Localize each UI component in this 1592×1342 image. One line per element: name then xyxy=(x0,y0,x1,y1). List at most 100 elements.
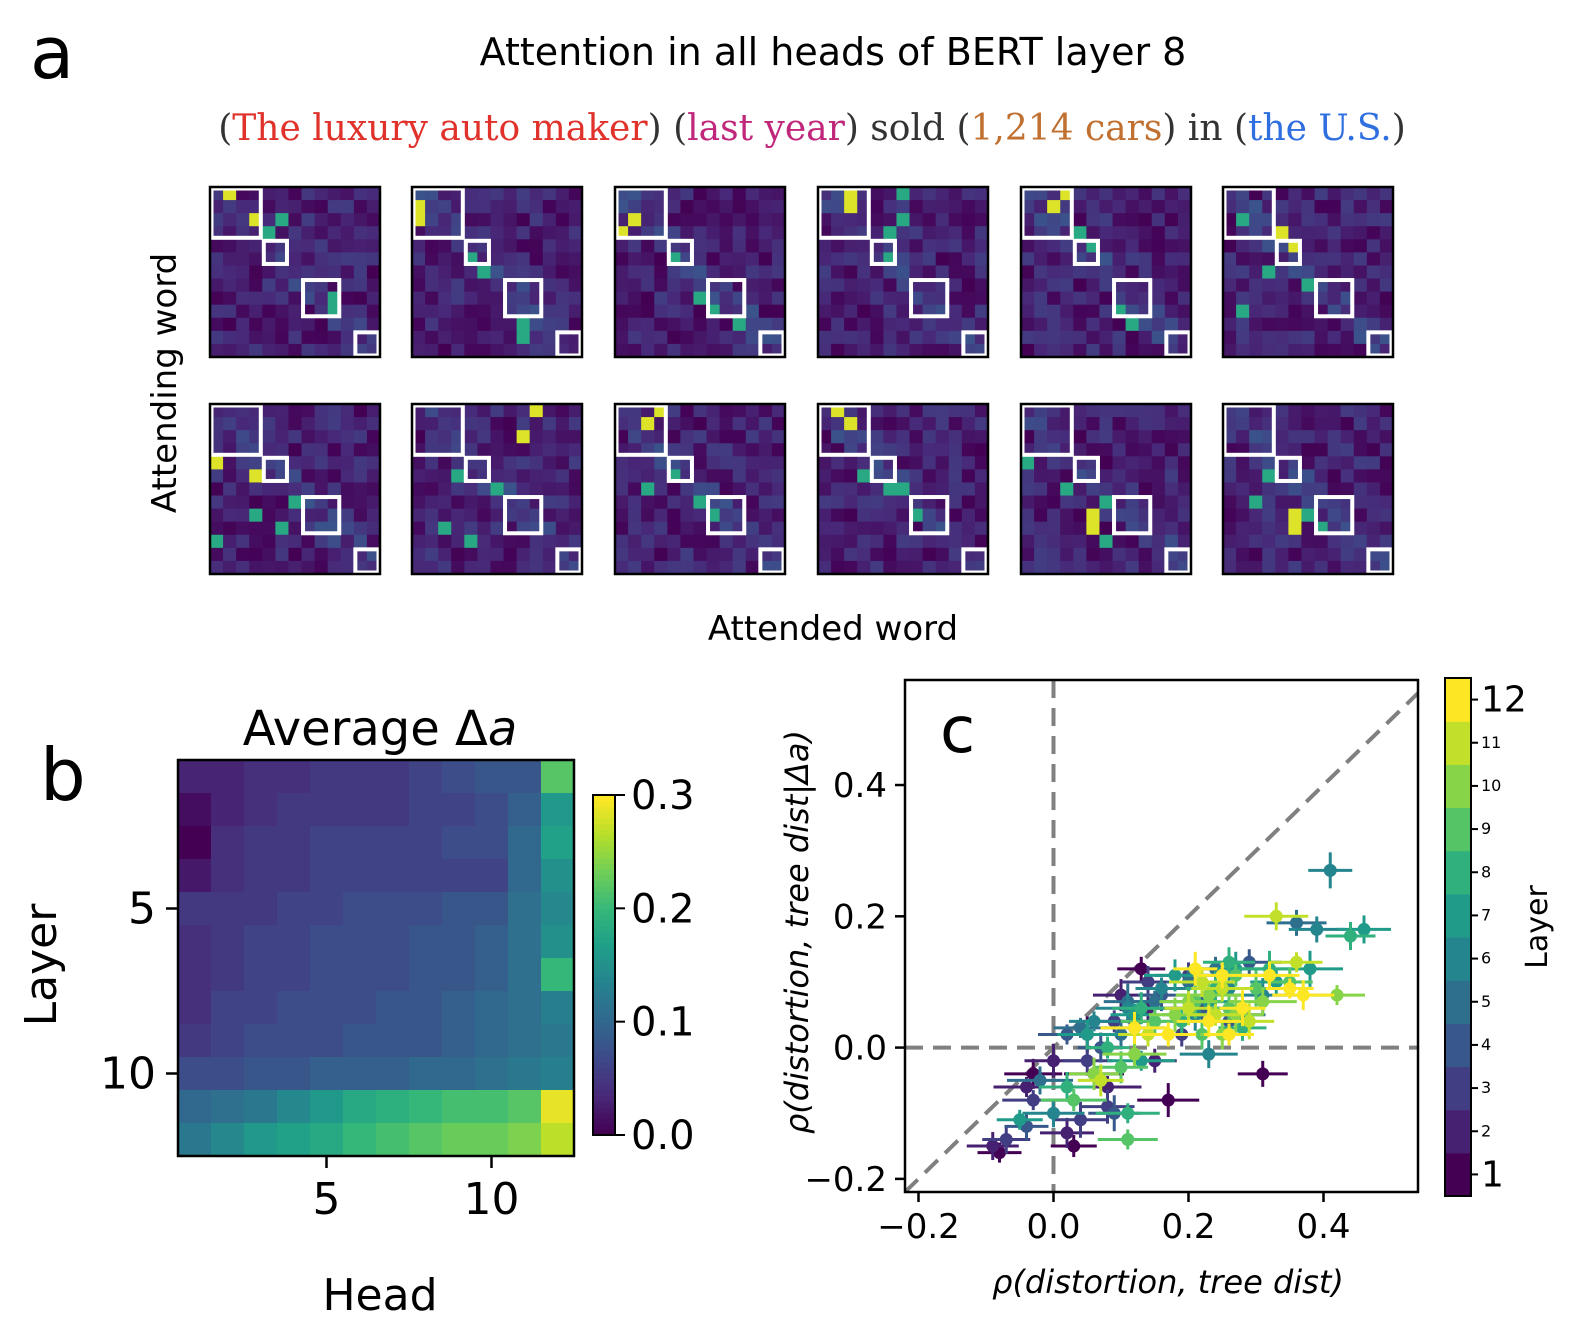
attention-cell xyxy=(490,265,505,280)
heatmap-cell xyxy=(376,760,410,794)
attention-cell xyxy=(1151,278,1166,293)
layer-colorbar-segment xyxy=(1445,1152,1471,1197)
attention-cell xyxy=(555,200,570,214)
attention-cell xyxy=(1177,508,1192,523)
attention-cell xyxy=(516,265,531,280)
attention-cell xyxy=(883,330,898,345)
attention-cell xyxy=(1047,252,1061,267)
attention-cell xyxy=(641,304,655,319)
attention-cell xyxy=(301,187,316,201)
colorbar-segment xyxy=(593,1072,615,1080)
attention-cell xyxy=(503,404,518,418)
attention-cell xyxy=(1073,417,1087,431)
attention-cell xyxy=(1177,226,1192,240)
attention-cell xyxy=(477,534,492,549)
attention-cell xyxy=(1112,482,1127,497)
attention-cell xyxy=(1288,560,1303,575)
attention-cell xyxy=(961,417,976,431)
attention-cell xyxy=(1301,443,1316,457)
attention-cell xyxy=(745,508,760,523)
attention-cell xyxy=(555,226,570,240)
attention-cell xyxy=(353,213,368,227)
attention-cell xyxy=(223,534,237,549)
attention-cell xyxy=(301,404,316,418)
attention-cell xyxy=(831,200,845,214)
attention-cell xyxy=(680,213,695,227)
attention-cell xyxy=(210,317,224,332)
attention-cell xyxy=(477,291,492,306)
attention-cell xyxy=(615,317,629,332)
phrase-box xyxy=(1020,186,1074,240)
colorbar-segment xyxy=(593,1089,615,1097)
attention-cell xyxy=(327,343,342,358)
attention-cell xyxy=(831,213,845,227)
attention-cell xyxy=(1327,187,1342,201)
attention-cell xyxy=(1249,317,1263,332)
attention-cell xyxy=(223,521,237,536)
attention-cell xyxy=(1353,187,1368,201)
scatter-point xyxy=(1002,1090,1065,1111)
attention-cell xyxy=(1021,265,1035,280)
colorbar-tick-label: 0.3 xyxy=(631,773,695,819)
attention-cell xyxy=(857,317,871,332)
attention-cell xyxy=(1340,547,1355,562)
heatmap-cell xyxy=(475,1123,509,1157)
attention-cell xyxy=(314,443,329,457)
attention-cell xyxy=(641,430,655,444)
attention-cell xyxy=(1086,265,1101,280)
attention-cell xyxy=(464,304,478,319)
colorbar-segment xyxy=(593,806,615,813)
attention-cell xyxy=(1112,252,1127,267)
attention-cell xyxy=(1034,265,1048,280)
attention-cell xyxy=(301,330,316,345)
heatmap-cell xyxy=(178,958,212,992)
attention-cell xyxy=(1327,508,1342,523)
attention-cell xyxy=(935,265,950,280)
attention-cell xyxy=(490,304,505,319)
attention-cell xyxy=(438,430,452,444)
attention-cell xyxy=(464,291,478,306)
attention-cell xyxy=(464,200,478,214)
scatter-point xyxy=(1097,1129,1158,1150)
scatter-point xyxy=(982,1125,1031,1154)
attention-cell xyxy=(974,226,989,240)
attention-cell xyxy=(680,495,695,510)
attention-cell xyxy=(327,469,342,484)
attention-cell xyxy=(1353,239,1368,253)
attention-cell xyxy=(1353,252,1368,267)
attention-cell xyxy=(870,187,884,201)
attention-cell xyxy=(896,239,911,253)
colorbar-segment xyxy=(593,1084,615,1091)
attention-cell xyxy=(1327,317,1342,332)
attention-cell xyxy=(732,443,747,457)
attention-cell xyxy=(503,417,518,431)
attention-cell xyxy=(961,291,976,306)
attention-cell xyxy=(844,547,858,562)
attention-cell xyxy=(680,521,695,536)
attention-cell xyxy=(628,417,642,431)
attention-cell xyxy=(503,187,518,201)
attention-cell xyxy=(542,417,557,431)
panel-c: −0.2−0.20.00.00.20.20.40.4 c ρ(distortio… xyxy=(778,677,1555,1301)
attention-head-3 xyxy=(613,185,787,359)
attention-cell xyxy=(1379,226,1394,240)
heatmap-cell xyxy=(178,1057,212,1091)
attention-cell xyxy=(288,521,303,536)
attention-cell xyxy=(1138,213,1153,227)
attention-cell xyxy=(568,278,583,293)
attention-cell xyxy=(1379,430,1394,444)
attention-cell xyxy=(438,534,452,549)
attention-cell xyxy=(1047,430,1061,444)
attention-cell xyxy=(1223,547,1237,562)
attention-cell xyxy=(1060,291,1074,306)
heatmap-cell xyxy=(376,1024,410,1058)
scatter-point xyxy=(1203,947,1255,978)
attention-cell xyxy=(490,560,505,575)
attention-cell xyxy=(922,252,937,267)
attention-cell xyxy=(1138,482,1153,497)
attention-cell xyxy=(1366,469,1381,484)
attention-cell xyxy=(301,430,316,444)
attention-cell xyxy=(844,252,858,267)
attention-cell xyxy=(1275,330,1289,345)
attention-head-12 xyxy=(1221,402,1395,576)
